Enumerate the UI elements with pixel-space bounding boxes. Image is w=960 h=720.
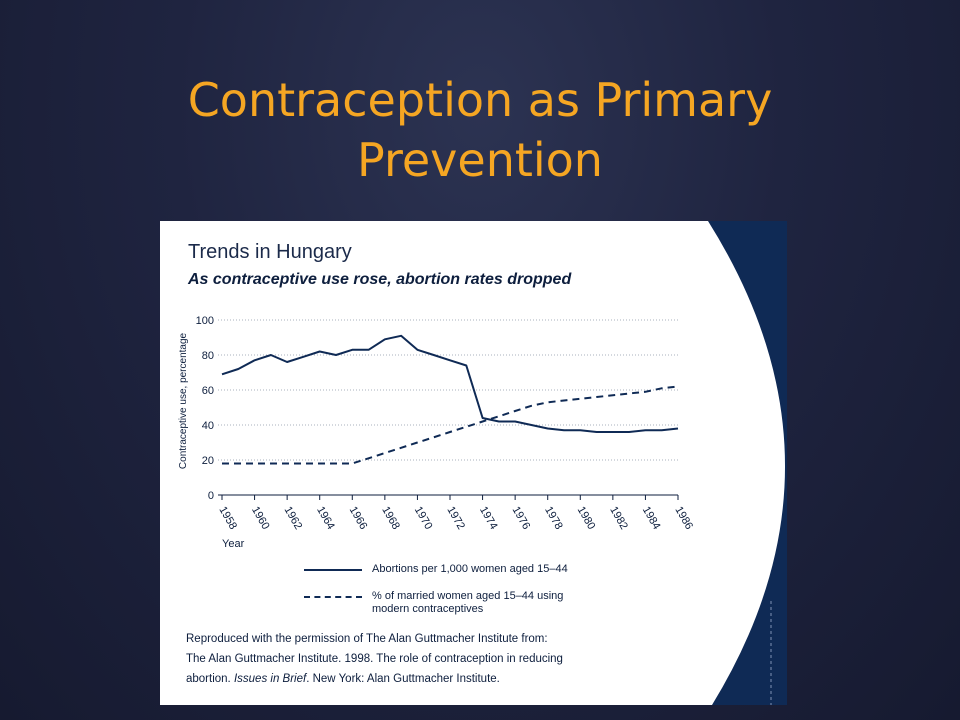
x-tick-label: 1986: [672, 505, 695, 532]
slide-title-line-2: Prevention: [357, 133, 603, 187]
x-tick-label: 1962: [282, 505, 305, 532]
citation-text-c: . New York: Alan Guttmacher Institute.: [306, 673, 500, 685]
citation-line-3: abortion. Issues in Brief. New York: Ala…: [186, 669, 666, 689]
x-tick-label: 1968: [379, 505, 402, 532]
slide-title: Contraception as Primary Prevention: [0, 70, 960, 190]
y-tick-label: 0: [208, 490, 214, 502]
y-tick-label: 60: [202, 385, 214, 397]
citation-line-2: The Alan Guttmacher Institute. 1998. The…: [186, 653, 563, 665]
x-tick-label: 1960: [249, 505, 272, 532]
slide-title-line-1: Contraception as Primary: [187, 73, 773, 127]
figure-decoration: [708, 221, 787, 705]
legend-label-contraceptives: % of married women aged 15–44 using mode…: [372, 590, 564, 615]
x-tick-label: 1964: [314, 505, 337, 532]
citation: Reproduced with the permission of The Al…: [186, 629, 666, 689]
y-tick-label: 100: [196, 315, 214, 327]
y-tick-label: 20: [202, 455, 214, 467]
x-tick-label: 1974: [477, 505, 500, 532]
x-tick-label: 1970: [412, 505, 435, 532]
series-line-contraceptive-use: [222, 385, 679, 465]
x-tick-label: 1972: [444, 505, 467, 532]
y-tick-label: 40: [202, 420, 214, 432]
series-line-abortions: [221, 334, 679, 433]
x-tick-label: 1978: [542, 505, 565, 532]
citation-journal: Issues in Brief: [233, 673, 307, 685]
x-tick-label: 1976: [510, 505, 533, 532]
x-tick-label: 1984: [640, 505, 663, 532]
chart-subtitle: As contraceptive use rose, abortion rate…: [188, 271, 572, 288]
citation-text-a: abortion.: [186, 673, 234, 685]
x-axis-label: Year: [222, 538, 245, 550]
x-tick-label: 1958: [216, 505, 239, 532]
navy-curve-panel: [708, 221, 787, 705]
line-plot: 0 20 40 60 80 100 1958 1960 1962 1964 1966 1968 197…: [178, 315, 695, 532]
y-axis-label: Contraceptive use, percentage: [178, 332, 189, 469]
y-tick-label: 80: [202, 350, 214, 362]
chart-title: Trends in Hungary: [188, 241, 352, 263]
legend-label-abortions: Abortions per 1,000 women aged 15–44: [372, 563, 568, 575]
x-tick-label: 1966: [347, 505, 370, 532]
x-tick-label: 1982: [607, 505, 630, 532]
chart-figure: Trends in Hungary As contraceptive use r…: [160, 221, 787, 705]
x-tick-label: 1980: [575, 505, 598, 532]
legend-solid-line: [304, 569, 362, 571]
legend-dashed-line: [304, 596, 362, 598]
citation-line-1: Reproduced with the permission of The Al…: [186, 633, 548, 645]
